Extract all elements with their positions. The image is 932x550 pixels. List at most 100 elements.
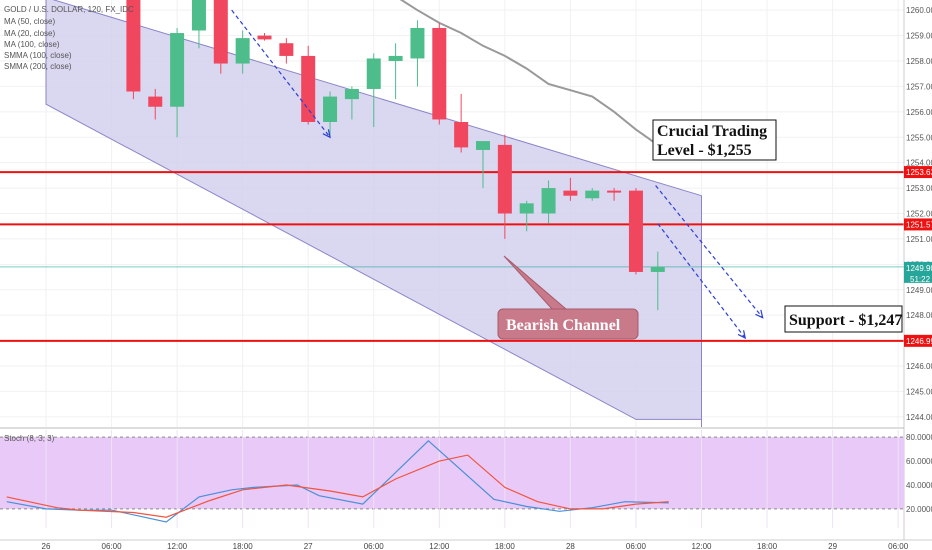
candle-body <box>191 0 206 31</box>
candle-up <box>519 200 534 232</box>
price-tick-label: 1254.00 <box>906 159 932 168</box>
candle-body <box>323 96 338 122</box>
crucial-level-annotation: Crucial Trading Level - $1,255 <box>652 119 777 161</box>
time-tick-label: 28 <box>566 542 575 550</box>
bar-countdown: 51:22 <box>910 275 931 284</box>
candles <box>126 0 665 311</box>
time-tick-label: 18:00 <box>495 542 516 550</box>
candle-down <box>628 188 643 275</box>
candle-body <box>476 141 490 150</box>
price-tick-label: 1248.00 <box>906 311 932 320</box>
price-tick-label: 1246.00 <box>906 362 932 371</box>
price-tick-label: 1255.00 <box>906 133 932 142</box>
time-tick-label: 06:00 <box>102 542 123 550</box>
time-tick-label: 06:00 <box>626 542 647 550</box>
current-price-tag: 1249.90 51:22 <box>904 261 932 284</box>
stoch-tick-label: 80.0000 <box>906 433 932 442</box>
time-tick-label: 12:00 <box>691 542 712 550</box>
crucial-level-line-2: Level - $1,255 <box>657 142 752 159</box>
time-tick-label: 27 <box>304 542 313 550</box>
candle-down <box>213 0 228 74</box>
stoch-tick-label: 40.0000 <box>906 481 932 490</box>
legend-item-smma200: SMMA (200, close) <box>4 62 72 71</box>
support-text: Support - $1,247 <box>789 312 902 329</box>
level-tag-bg <box>904 166 932 179</box>
candle-down <box>432 22 447 125</box>
stoch-d-line <box>6 454 669 518</box>
stoch-band <box>0 437 904 509</box>
candle-down <box>454 94 469 153</box>
stoch-tick-label: 60.0000 <box>906 457 932 466</box>
candle-body <box>257 35 272 40</box>
arrow-head <box>755 309 764 319</box>
price-tick-label: 1258.00 <box>906 57 932 66</box>
price-axis[interactable]: 1244.001245.001246.001247.001248.001249.… <box>903 0 932 540</box>
candle-up <box>388 43 403 100</box>
candle-body <box>519 203 534 214</box>
candle-body <box>344 88 359 100</box>
candle-body <box>366 58 381 89</box>
candle-up <box>541 180 556 224</box>
candle-body <box>585 190 600 199</box>
candle-body <box>563 190 578 196</box>
current-price-value: 1249.90 <box>906 264 932 273</box>
legend-item-smma100: SMMA (100, close) <box>4 51 72 60</box>
symbol-title: GOLD / U.S. DOLLAR, 120, FX_IDC <box>4 5 134 14</box>
time-tick-label: 12:00 <box>429 542 450 550</box>
legend-item-ma20: MA (20, close) <box>4 29 55 38</box>
support-box <box>784 305 903 333</box>
candle-down <box>301 45 316 125</box>
price-tick-label: 1252.00 <box>906 210 932 219</box>
time-tick-label: 06:00 <box>888 542 909 550</box>
candle-body <box>628 190 643 272</box>
candle-body <box>410 27 425 59</box>
projection-arrow <box>655 185 764 319</box>
candle-up <box>366 53 381 128</box>
price-tick-label: 1249.00 <box>906 286 932 295</box>
candle-body <box>388 55 403 61</box>
candle-body <box>213 0 228 64</box>
price-tick-label: 1245.00 <box>906 387 932 396</box>
time-tick-label: 18:00 <box>233 542 254 550</box>
price-tick-label: 1260.00 <box>906 6 932 15</box>
price-tick-label: 1251.00 <box>906 235 932 244</box>
candle-up <box>235 30 250 74</box>
price-tick-label: 1244.00 <box>906 413 932 422</box>
candle-body <box>607 190 622 193</box>
level-tag-label: 1251.57 <box>906 220 932 229</box>
main-panel: Crucial Trading Level - $1,255 Support -… <box>0 0 904 427</box>
candle-up <box>476 141 490 189</box>
stoch-tick-label: 20.0000 <box>906 505 932 514</box>
candle-body <box>279 43 294 56</box>
level-tag-bg <box>904 218 932 231</box>
time-axis[interactable]: 26 06:00 12:00 18:00 27 06:00 12:00 18:00 28 06:0… <box>0 539 932 550</box>
level-tag-label: 1246.99 <box>906 337 932 346</box>
candle-body <box>432 27 447 120</box>
candle-up <box>410 20 425 87</box>
time-tick-label: 06:00 <box>364 542 385 550</box>
price-tick-label: 1259.00 <box>906 32 932 41</box>
crucial-level-line-1: Crucial Trading <box>657 123 767 140</box>
candle-up <box>170 27 185 138</box>
legend-item-ma100: MA (100, close) <box>4 40 60 49</box>
indicator-legend: GOLD / U.S. DOLLAR, 120, FX_IDC MA (50, … <box>4 5 134 71</box>
level-tag-label: 1253.63 <box>906 168 932 177</box>
candle-body <box>235 38 250 64</box>
time-tick-label: 12:00 <box>167 542 188 550</box>
time-axis-ticks: 26 06:00 12:00 18:00 27 06:00 12:00 18:00 28 06:0… <box>42 542 909 550</box>
legend-item-ma50: MA (50, close) <box>4 17 55 26</box>
candle-body <box>650 266 665 272</box>
candle-down <box>279 38 294 64</box>
candle-body <box>126 0 141 92</box>
support-annotation: Support - $1,247 <box>784 305 903 333</box>
candle-body <box>497 144 512 214</box>
candle-body <box>148 96 163 107</box>
time-tick-label: 18:00 <box>757 542 778 550</box>
stoch-axis-ticks: 20.0000 40.0000 60.0000 80.0000 <box>906 433 932 514</box>
candle-down <box>497 134 512 239</box>
candle-body <box>454 122 469 148</box>
price-tick-label: 1253.00 <box>906 184 932 193</box>
candle-up <box>650 251 665 311</box>
arrow-head <box>322 129 331 139</box>
